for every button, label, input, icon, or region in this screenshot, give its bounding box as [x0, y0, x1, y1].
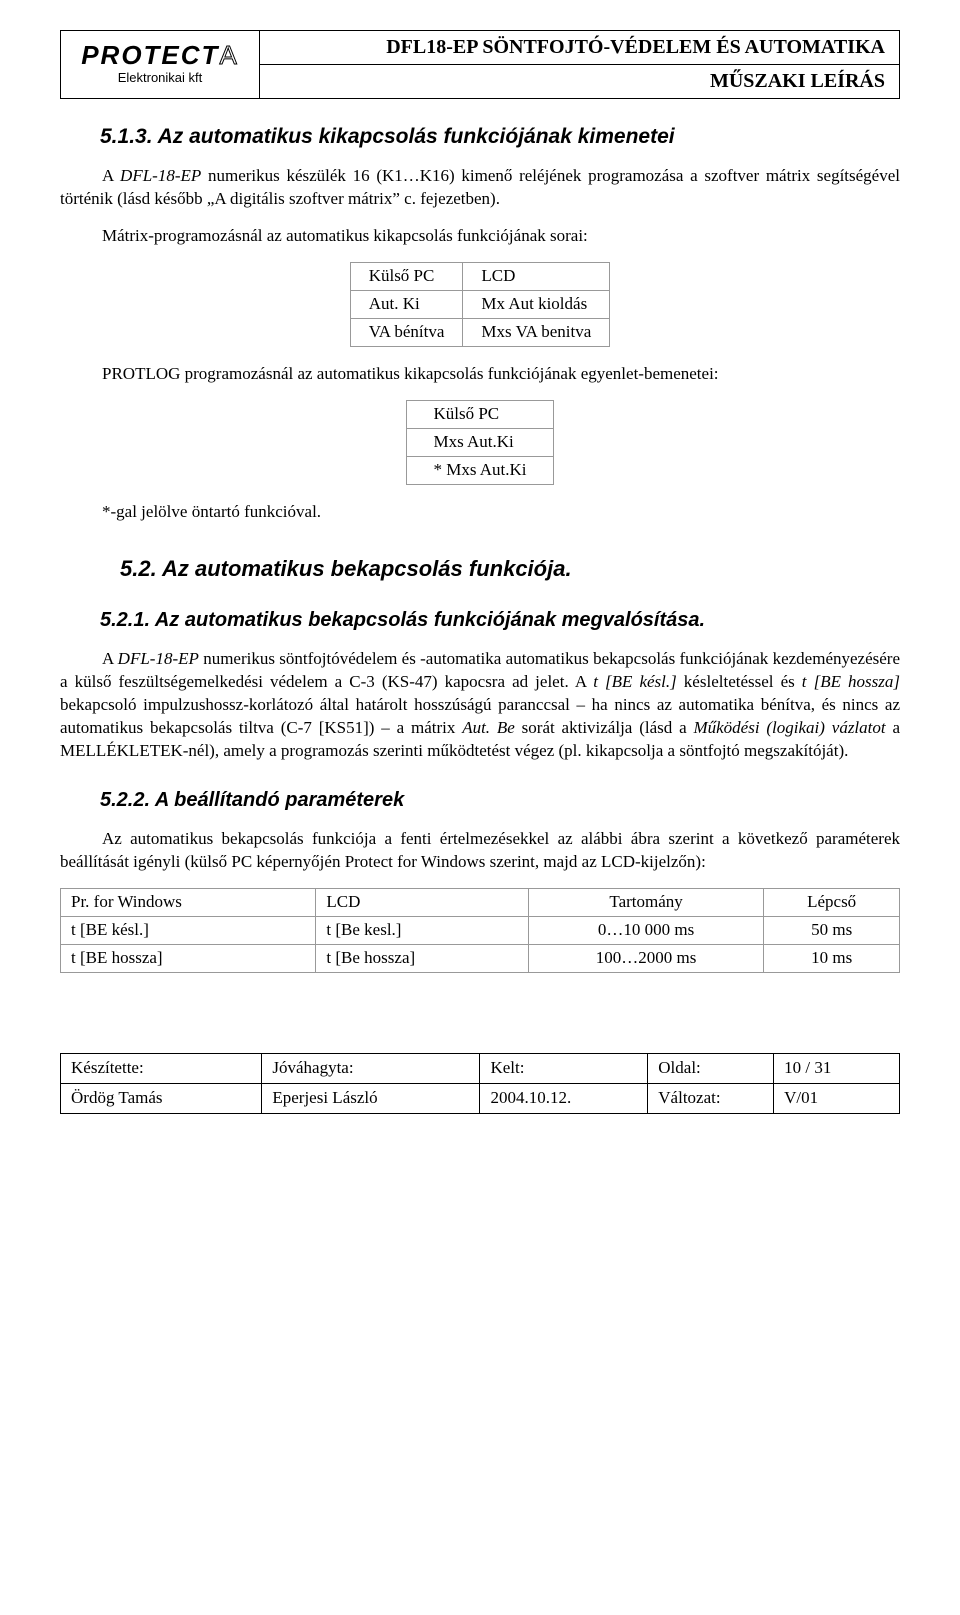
cell: Külső PC [350, 263, 463, 291]
text-em: t [BE késl.] [593, 672, 677, 691]
logo-subtitle: Elektronikai kft [118, 69, 203, 87]
text: A [102, 649, 118, 668]
table-row: t [BE hossza] t [Be hossza] 100…2000 ms … [61, 944, 900, 972]
para-513-4: *-gal jelölve öntartó funkcióval. [60, 501, 900, 524]
cell: t [Be kesl.] [316, 916, 528, 944]
cell: Oldal: [648, 1053, 774, 1083]
table-row: Külső PC [407, 400, 553, 428]
heading-521: 5.2.1. Az automatikus bekapcsolás funkci… [100, 607, 900, 634]
para-513-3: PROTLOG programozásnál az automatikus ki… [60, 363, 900, 386]
cell: Ördög Tamás [61, 1083, 262, 1113]
table-row: t [BE késl.] t [Be kesl.] 0…10 000 ms 50… [61, 916, 900, 944]
cell: Külső PC [407, 400, 553, 428]
para-521: A DFL-18-EP numerikus söntfojtóvédelem é… [60, 648, 900, 763]
cell: * Mxs Aut.Ki [407, 456, 553, 484]
cell: Készítette: [61, 1053, 262, 1083]
cell: 0…10 000 ms [528, 916, 763, 944]
text-em: t [BE hossza] [802, 672, 900, 691]
cell: t [BE késl.] [61, 916, 316, 944]
cell: 10 ms [764, 944, 900, 972]
logo-cell: PROTECTA Elektronikai kft [60, 30, 260, 99]
th: Lépcső [764, 888, 900, 916]
cell: VA bénítva [350, 319, 463, 347]
text: sorát aktivizálja (lásd a [515, 718, 694, 737]
doc-title-line-1: DFL18-EP SÖNTFOJTÓ-VÉDELEM ÉS AUTOMATIKA [260, 30, 900, 64]
table-row: Pr. for Windows LCD Tartomány Lépcső [61, 888, 900, 916]
th: Pr. for Windows [61, 888, 316, 916]
param-table: Pr. for Windows LCD Tartomány Lépcső t [… [60, 888, 900, 973]
cell: Mxs VA benitva [463, 319, 610, 347]
logo-outline: A [219, 40, 238, 70]
logo-main: PROTECTA [81, 42, 239, 68]
table-row: Aut. Ki Mx Aut kioldás [350, 291, 610, 319]
cell: Változat: [648, 1083, 774, 1113]
heading-52: 5.2. Az automatikus bekapcsolás funkciój… [120, 554, 900, 584]
para-513-1: A DFL-18-EP numerikus készülék 16 (K1…K1… [60, 165, 900, 211]
th: LCD [316, 888, 528, 916]
table-row: Külső PC LCD [350, 263, 610, 291]
logo-text: PROTECT [81, 40, 219, 70]
cell: Jóváhagyta: [262, 1053, 480, 1083]
text-em: Aut. Be [462, 718, 515, 737]
cell: Kelt: [480, 1053, 648, 1083]
cell: 2004.10.12. [480, 1083, 648, 1113]
heading-513: 5.1.3. Az automatikus kikapcsolás funkci… [100, 123, 900, 151]
table-row: VA bénítva Mxs VA benitva [350, 319, 610, 347]
cell: 10 / 31 [774, 1053, 900, 1083]
heading-522: 5.2.2. A beállítandó paraméterek [100, 787, 900, 814]
th: Tartomány [528, 888, 763, 916]
footer: Készítette: Jóváhagyta: Kelt: Oldal: 10 … [60, 1053, 900, 1114]
cell: Eperjesi László [262, 1083, 480, 1113]
page-header: PROTECTA Elektronikai kft DFL18-EP SÖNTF… [60, 30, 900, 99]
title-cell: DFL18-EP SÖNTFOJTÓ-VÉDELEM ÉS AUTOMATIKA… [260, 30, 900, 99]
table-row: Ördög Tamás Eperjesi László 2004.10.12. … [61, 1083, 900, 1113]
cell: LCD [463, 263, 610, 291]
table-513-1: Külső PC LCD Aut. Ki Mx Aut kioldás VA b… [350, 262, 611, 347]
cell: t [Be hossza] [316, 944, 528, 972]
cell: 50 ms [764, 916, 900, 944]
cell: Mxs Aut.Ki [407, 428, 553, 456]
cell: Mx Aut kioldás [463, 291, 610, 319]
doc-title-line-2: MŰSZAKI LEÍRÁS [260, 64, 900, 99]
cell: 100…2000 ms [528, 944, 763, 972]
cell: V/01 [774, 1083, 900, 1113]
para-522: Az automatikus bekapcsolás funkciója a f… [60, 828, 900, 874]
text-em: DFL-18-EP [120, 166, 201, 185]
cell: t [BE hossza] [61, 944, 316, 972]
table-row: Mxs Aut.Ki [407, 428, 553, 456]
para-513-2: Mátrix-programozásnál az automatikus kik… [60, 225, 900, 248]
table-row: Készítette: Jóváhagyta: Kelt: Oldal: 10 … [61, 1053, 900, 1083]
footer-table: Készítette: Jóváhagyta: Kelt: Oldal: 10 … [60, 1053, 900, 1114]
text: A [102, 166, 120, 185]
text: késleltetéssel és [677, 672, 802, 691]
cell: Aut. Ki [350, 291, 463, 319]
text-em: Működési (logikai) vázlatot [693, 718, 885, 737]
table-513-2: Külső PC Mxs Aut.Ki * Mxs Aut.Ki [406, 400, 553, 485]
text-em: DFL-18-EP [118, 649, 199, 668]
table-row: * Mxs Aut.Ki [407, 456, 553, 484]
